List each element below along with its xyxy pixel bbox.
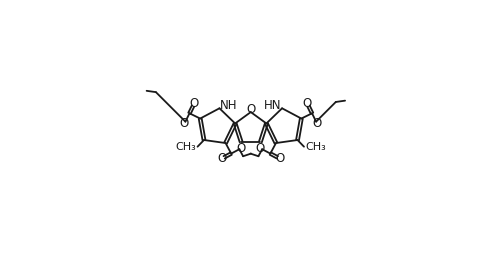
- Text: CH₃: CH₃: [175, 142, 196, 152]
- Text: O: O: [217, 152, 226, 165]
- Text: O: O: [180, 117, 189, 130]
- Text: O: O: [246, 103, 256, 116]
- Text: CH₃: CH₃: [305, 142, 326, 152]
- Text: HN: HN: [264, 99, 282, 112]
- Text: O: O: [303, 97, 312, 110]
- Text: NH: NH: [220, 99, 237, 112]
- Text: O: O: [313, 117, 322, 130]
- Text: O: O: [189, 97, 199, 110]
- Text: O: O: [256, 142, 265, 155]
- Text: O: O: [275, 152, 285, 165]
- Text: O: O: [236, 142, 246, 155]
